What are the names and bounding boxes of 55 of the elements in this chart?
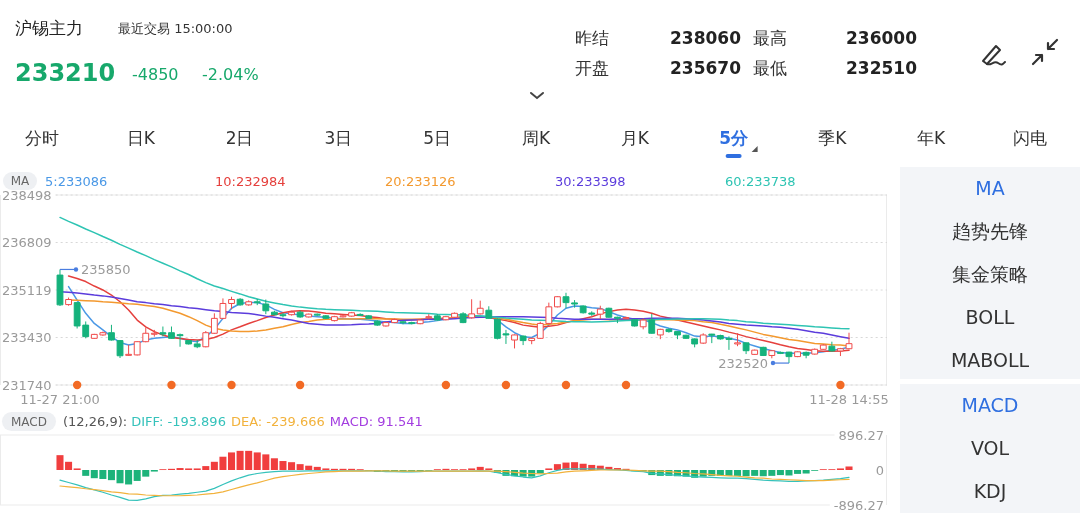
x-tick-label: 11-28 14:55 — [809, 391, 889, 407]
text: -2.04% — [202, 64, 259, 84]
text: 3日 — [324, 128, 353, 148]
chart-subtitle: (12,26,9): — [63, 413, 128, 429]
text: 238060 — [670, 28, 742, 48]
text: 昨结 — [575, 28, 609, 48]
chart-title: 沪锡主力 — [15, 18, 83, 38]
text: 集金策略 — [952, 263, 1028, 285]
legend-title: MA — [10, 174, 31, 188]
annotation: 235850 — [80, 261, 131, 277]
text: 开盘 — [575, 58, 609, 78]
annotation: 232520 — [718, 355, 768, 371]
text: 趋势先锋 — [952, 220, 1028, 242]
y-tick-label: -896.27 — [833, 497, 884, 513]
text: MA — [975, 177, 1005, 199]
text: 232510 — [846, 58, 918, 78]
text: 5日 — [423, 128, 452, 148]
y-tick-label: 238498 — [2, 187, 52, 203]
text: VOL — [970, 437, 1010, 459]
x-tick-label: 11-27 21:00 — [20, 391, 100, 407]
text: 5分 — [719, 128, 750, 148]
y-tick-label: 236809 — [2, 234, 52, 250]
text: -4850 — [132, 64, 179, 84]
text: 闪电 — [1013, 128, 1047, 148]
text: 60:233738 — [725, 173, 796, 189]
y-tick-label: 0 — [875, 462, 884, 478]
text: 2日 — [225, 128, 254, 148]
text: 分时 — [25, 128, 59, 148]
text: 5:233086 — [45, 173, 108, 189]
text: DIFF: -193.896 — [131, 413, 226, 429]
y-tick-label: 235119 — [2, 282, 52, 298]
text: 233210 — [15, 59, 116, 87]
text: 月K — [620, 128, 650, 148]
text: 周K — [521, 128, 551, 148]
y-tick-label: 231740 — [2, 377, 52, 393]
text: 235670 — [670, 58, 742, 78]
text: MACD: 91.541 — [329, 413, 423, 429]
text: MACD — [961, 394, 1019, 416]
text: 日K — [126, 128, 156, 148]
text: 年K — [917, 128, 947, 148]
y-tick-label: 233430 — [2, 329, 52, 345]
text: 236000 — [846, 28, 918, 48]
y-tick-label: 896.27 — [838, 427, 884, 443]
text: 10:232984 — [215, 173, 286, 189]
legend-title: MACD — [11, 414, 47, 429]
text: KDJ — [973, 480, 1007, 502]
text: 30:233398 — [555, 173, 626, 189]
text: 20:233126 — [385, 173, 456, 189]
text: BOLL — [965, 306, 1015, 328]
text: 季K — [818, 128, 848, 148]
text: 最低 — [753, 58, 787, 78]
chart-subtitle: 最近交易 15:00:00 — [118, 20, 233, 36]
text: 最高 — [753, 28, 787, 48]
text: MABOLL — [950, 349, 1030, 371]
text: DEA: -239.666 — [230, 413, 325, 429]
